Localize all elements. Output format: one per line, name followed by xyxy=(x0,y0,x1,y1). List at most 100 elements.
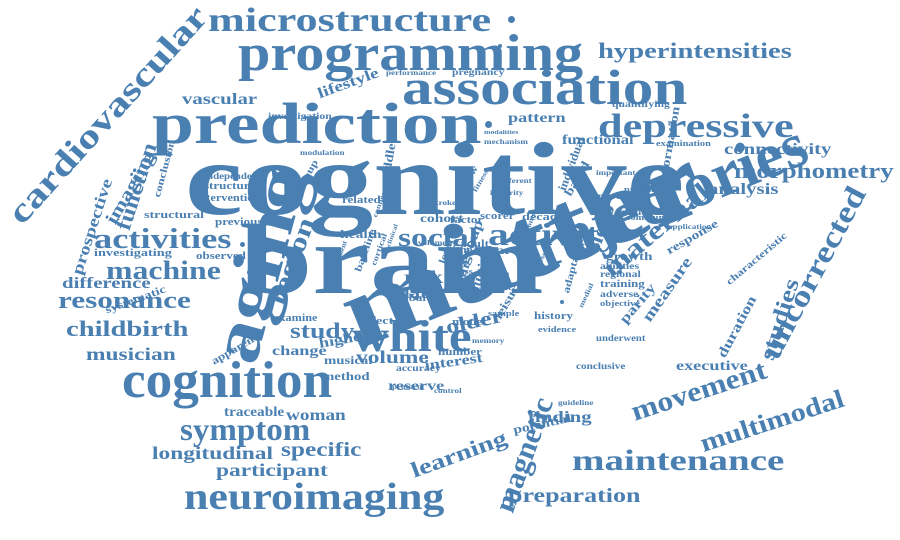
word-activities: activities xyxy=(94,224,232,255)
word-community: community xyxy=(626,213,676,222)
word-change: change xyxy=(272,344,327,359)
word-late: late xyxy=(404,285,437,302)
word-guideline: guideline xyxy=(558,399,594,407)
word-volume: volume xyxy=(356,347,429,367)
word-childbirth: childbirth xyxy=(66,316,189,341)
word-adult: adult xyxy=(460,239,489,250)
word-reserve: reserve xyxy=(388,379,445,394)
word-independent: independent xyxy=(204,171,262,181)
word-functional: functional xyxy=(562,133,634,148)
word-training: training xyxy=(600,279,645,290)
word-structure: structure xyxy=(204,181,256,192)
word-scorer: scorer xyxy=(480,211,515,222)
word-medial: medial xyxy=(577,281,596,309)
word-year: year xyxy=(482,243,512,257)
word-prediction: prediction xyxy=(152,91,482,156)
word-difference: difference xyxy=(62,275,151,292)
word-modalities: modalities xyxy=(484,130,519,136)
word-association: association xyxy=(402,59,688,115)
word-modulation: modulation xyxy=(300,149,345,157)
word-white: white xyxy=(352,312,472,361)
word-primary: primary xyxy=(624,185,661,194)
word-hyperintensities: hyperintensities xyxy=(598,38,792,63)
dot-mark xyxy=(254,240,259,245)
word-previous: previous xyxy=(215,217,263,228)
word-sample: sample xyxy=(488,309,520,318)
word-performance: performance xyxy=(386,69,437,77)
word-memory: memory xyxy=(472,337,505,345)
word-model: model xyxy=(452,317,486,328)
word-mechanism: mechanism xyxy=(484,138,528,146)
dot-mark xyxy=(485,121,492,128)
word-vascular: vascular xyxy=(182,91,258,108)
word-specific: specific xyxy=(281,439,362,461)
word-cohort: cohort xyxy=(420,211,464,225)
word-latent: latent xyxy=(486,283,512,292)
word-microstructure: microstructure xyxy=(208,2,492,39)
word-participant: participant xyxy=(216,460,328,480)
word-longitudinal: longitudinal xyxy=(152,443,273,463)
dot-mark xyxy=(508,16,515,23)
word-influence: influence xyxy=(618,207,664,217)
word-protocol: protocol xyxy=(392,383,425,391)
word-cognitive: cognitive xyxy=(185,122,685,237)
word-cognition: cognition xyxy=(122,352,333,409)
word-observed: observed xyxy=(196,251,246,262)
word-aged: aged xyxy=(486,271,510,281)
dot-mark xyxy=(618,270,622,274)
word-finding: finding xyxy=(528,409,592,426)
word-executive: executive xyxy=(676,359,748,374)
word-musical: musical xyxy=(324,353,373,367)
word-life: life xyxy=(452,257,468,267)
word-approach: approach xyxy=(592,191,640,201)
word-investigating: investigating xyxy=(94,247,172,259)
word-activity: activity xyxy=(488,216,620,252)
word-brain: brain xyxy=(240,204,544,315)
word-study: study xyxy=(290,318,355,343)
word-abilities: abilities xyxy=(600,261,640,271)
word-morphometry: morphometry xyxy=(734,158,894,183)
word-class: class xyxy=(452,267,473,276)
word-investigation: investigation xyxy=(268,111,332,121)
word-analysis: analysis xyxy=(708,181,779,198)
word-quantifying: quantifying xyxy=(612,99,670,109)
word-volumetric: volumetric xyxy=(418,239,460,247)
word-machine: machine xyxy=(106,256,221,285)
word-stroke: stroke xyxy=(432,199,457,207)
word-application: application xyxy=(668,223,712,231)
word-symptom: symptom xyxy=(180,411,311,447)
word-regional: regional xyxy=(600,269,641,279)
word-traceable: traceable xyxy=(224,405,285,420)
word-intervention: intervention xyxy=(196,193,261,204)
word-factor: factor xyxy=(450,215,484,226)
word-learning: learning xyxy=(407,424,511,483)
word-objective: objective xyxy=(600,299,640,308)
word-number: number xyxy=(438,347,482,358)
word-musician: musician xyxy=(86,344,176,364)
dot-mark xyxy=(498,44,502,48)
word-woman: woman xyxy=(286,407,346,424)
word-connectivity: connectivity xyxy=(724,141,832,158)
word-global: global xyxy=(392,293,426,304)
dot-mark xyxy=(240,242,245,247)
word-conclusive: conclusive xyxy=(576,361,626,371)
word-decade: decade xyxy=(522,211,565,223)
word-depressive: depressive xyxy=(598,108,794,145)
word-growth: growth xyxy=(606,249,653,263)
word-maintenance: maintenance xyxy=(572,444,785,477)
dot-mark xyxy=(414,296,418,300)
word-different: different xyxy=(498,177,532,185)
word-time: time xyxy=(448,245,473,256)
word-important: important xyxy=(596,169,636,177)
word-preparation: preparation xyxy=(508,485,641,507)
word-underwent: underwent xyxy=(596,333,646,343)
word-related: related xyxy=(342,195,381,206)
word-resonance: resonance xyxy=(58,288,191,314)
word-programming: programming xyxy=(238,25,584,82)
word-risk: risk xyxy=(404,267,444,287)
word-control: control xyxy=(434,387,462,395)
word-history: history xyxy=(534,311,573,322)
word-health: health xyxy=(340,227,382,241)
word-structural: structural xyxy=(144,209,205,221)
